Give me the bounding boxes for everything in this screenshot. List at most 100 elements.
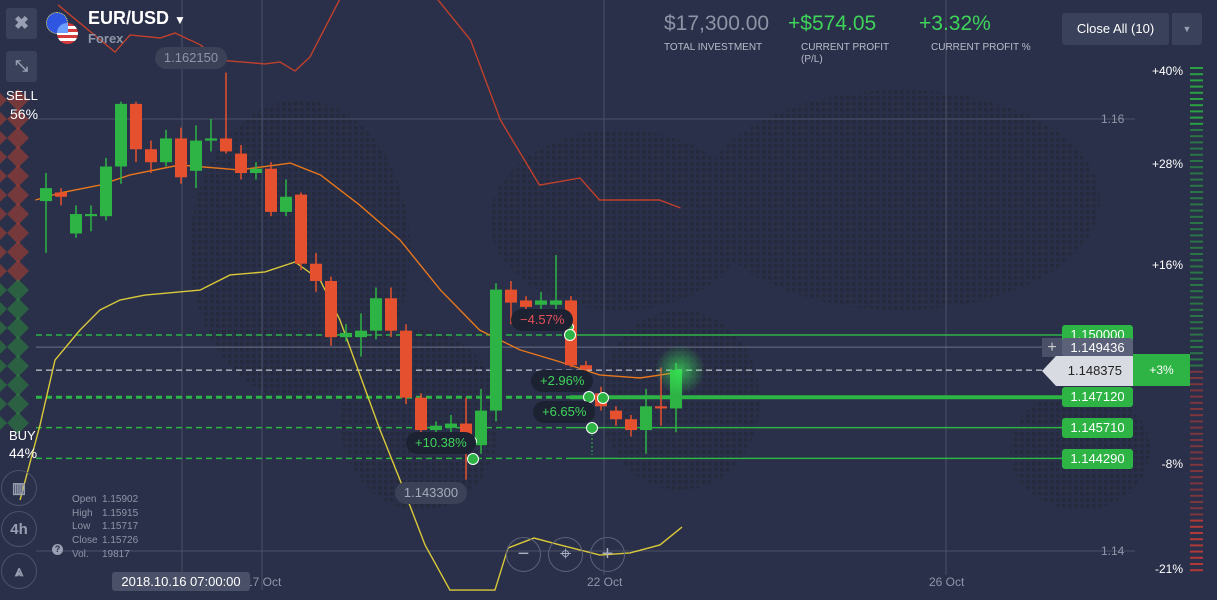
center-chart-button[interactable]: ⌖ [548,537,583,572]
sell-sentiment-diamond [7,241,29,263]
sell-percent: 56% [10,106,39,122]
sell-sentiment-diamond [7,127,29,149]
deal-price-tag: 1.144290 [1062,449,1133,469]
candle [340,324,352,342]
candles-chart-icon: ▥ [11,480,27,497]
candle [175,127,187,184]
collapse-button[interactable]: ⤡ [6,51,37,82]
buy-sentiment-diamond [0,378,7,392]
sell-sentiment-diamond [0,207,7,221]
candle-body [580,365,592,370]
candle-body [70,214,82,234]
deal-markers [467,323,609,465]
low-label: Low [72,521,91,533]
deal-profit-label[interactable]: +10.38% [406,432,476,454]
compass-drawing-icon: ⩓ [14,562,24,580]
candle [220,72,232,154]
candle [40,173,52,253]
buy-sentiment-diamond [7,298,29,320]
candle-body [550,300,562,305]
zoom-out-button[interactable]: − [506,537,541,572]
zoom-in-button[interactable]: + [590,537,625,572]
chart-type-button[interactable]: ▥ [1,470,37,506]
eur-usd-flags-icon [46,12,80,46]
high-label: High [72,507,93,519]
buy-sentiment-diamond [7,412,29,434]
candle [310,252,322,292]
candle [130,101,142,163]
x-axis-label: 17 Oct [246,575,282,589]
deal-profit-label[interactable]: +6.65% [533,401,596,423]
x-axis-label: 26 Oct [929,575,965,589]
candle-body [205,138,217,141]
deal-profit-label[interactable]: −4.57% [511,309,574,331]
sell-label: SELL [6,88,38,103]
y-axis-label: 1.16 [1101,112,1125,126]
buy-sentiment-diamond [0,397,7,411]
current-profit-value: +$574.05 [788,12,877,35]
candle-body [190,140,202,171]
timeframe-button[interactable]: 4h [1,511,37,547]
candle [235,144,247,180]
sell-sentiment-diamond [0,188,7,202]
candle-body [160,138,172,163]
candle [265,162,277,217]
candle [190,125,202,189]
candle-body [85,214,97,217]
candle [115,101,127,184]
timeframe-label: 4h [10,520,28,538]
candle [70,205,82,238]
crosshair-price-tag: 1.149436 [1062,338,1133,357]
candle-body [340,332,352,338]
deal-profit-label[interactable]: +2.96% [531,370,594,392]
candle-body [55,192,67,197]
total-investment-label: TOTAL INVESTMENT [664,42,763,53]
current-price-glow [655,345,705,395]
candle-body [490,289,502,411]
asset-category: Forex [88,31,124,46]
drawing-tools-button[interactable]: ⩓ [1,553,37,589]
sell-sentiment-diamond [7,222,29,244]
asset-selector[interactable]: EUR/USD ▼ [88,8,186,29]
candle [355,313,367,357]
help-icon[interactable]: ? [52,544,63,555]
current-profit-label: CURRENT PROFIT (P/L) [801,42,889,66]
profit-scale-label: +16% [1151,258,1183,272]
candle [160,129,172,167]
add-alert-button[interactable]: + [1042,338,1062,357]
candle [475,389,487,454]
sell-sentiment-diamond [7,89,29,111]
buy-percent: 44% [9,445,38,461]
close-all-button[interactable]: Close All (10) [1062,13,1169,45]
deal-price-tag: 1.145710 [1062,418,1133,438]
buy-sentiment-diamond [0,416,7,430]
candle-body [385,298,397,331]
candle-body [280,196,292,212]
x-axis-label: 22 Oct [587,575,623,589]
crosshair-time-label: 2018.10.16 07:00:00 [112,572,250,591]
close-all-dropdown-button[interactable]: ▼ [1172,13,1202,45]
candle [625,414,637,437]
high-value: 1.15915 [102,507,139,519]
profit-scale-label: +28% [1151,157,1183,171]
close-chart-button[interactable]: ✖ [6,8,37,39]
candle-body [250,168,262,173]
ema-line [35,162,681,379]
buy-sentiment-diamond [7,336,29,358]
caret-down-icon: ▼ [1182,24,1192,34]
candle [370,287,382,340]
candle-body [130,103,142,150]
sell-sentiment-diamond [0,150,7,164]
sell-sentiment-diamond [0,131,7,145]
candle-body [625,419,637,431]
sell-sentiment-diamond [7,165,29,187]
candle-body [325,281,337,338]
buy-sentiment-diamond [7,393,29,415]
sell-sentiment-diamond [0,112,7,126]
buy-sentiment-diamond [0,283,7,297]
sell-sentiment-diamond [7,108,29,130]
candle-body [145,149,157,163]
buy-sentiment-diamond [0,359,7,373]
candle-body [265,168,277,212]
